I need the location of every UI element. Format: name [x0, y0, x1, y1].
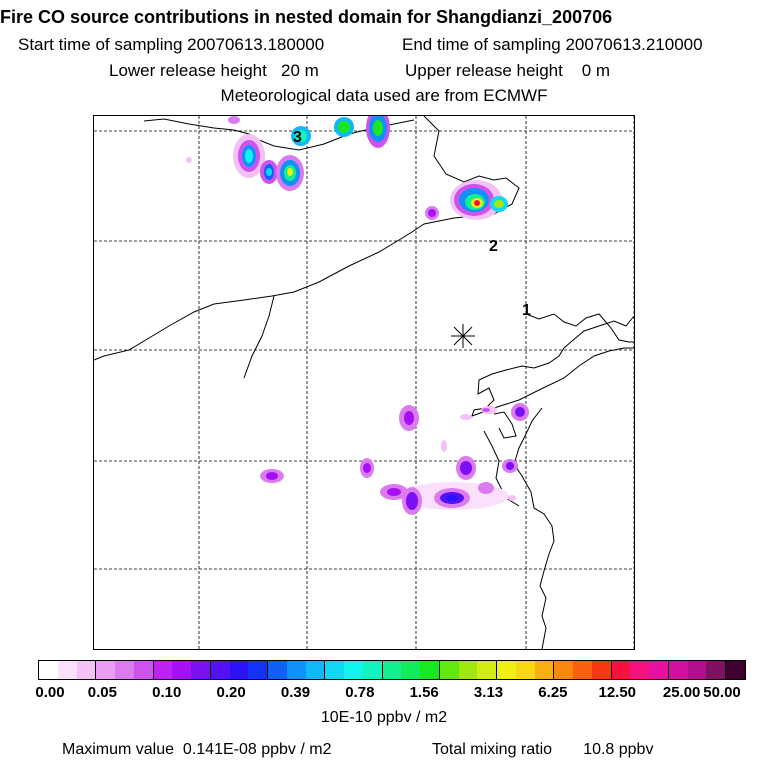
colorbar-tick-label: 0.00 — [35, 684, 65, 701]
colorbar-swatch — [115, 661, 134, 679]
colorbar-swatch — [458, 661, 478, 679]
sampling-end-time: End time of sampling 20070613.210000 — [402, 35, 703, 54]
colorbar-tick-label: 50.00 — [703, 684, 741, 701]
colorbar-swatch — [76, 661, 97, 679]
colorbar-tick-label: 25.00 — [662, 684, 701, 701]
colorbar-swatch — [286, 661, 306, 679]
lower-release-height: Lower release height 20 m — [109, 61, 319, 80]
coastlines — [94, 116, 634, 649]
colorbar-tick-label: 3.13 — [473, 684, 504, 701]
colorbar-swatch — [153, 661, 173, 679]
colorbar-units: 10E-10 ppbv / m2 — [320, 709, 448, 726]
map-svg: 1 2 3 — [94, 116, 634, 649]
maximum-value: Maximum value 0.141E-08 ppbv / m2 — [62, 741, 332, 758]
colorbar-swatch — [554, 661, 573, 679]
colorbar-swatch — [57, 661, 77, 679]
colorbar-tick-label: 0.05 — [87, 684, 117, 701]
map-gridlines — [94, 116, 634, 649]
colorbar-swatch — [706, 661, 726, 679]
colorbar-tick-label: 1.56 — [409, 684, 439, 701]
station-star-icon — [451, 324, 475, 348]
marker-1: 1 — [522, 302, 531, 319]
colorbar-swatch — [439, 661, 459, 679]
colorbar-swatch — [591, 661, 612, 679]
met-data-source: Meteorological data used are from ECMWF — [220, 86, 548, 105]
colorbar-tick-label: 12.50 — [598, 684, 637, 701]
colorbar-swatch — [401, 661, 420, 679]
colorbar-swatch — [726, 661, 745, 679]
marker-2: 2 — [489, 238, 498, 255]
colorbar-swatch — [248, 661, 268, 679]
colorbar-swatch — [477, 661, 497, 679]
colorbar-swatch — [210, 661, 230, 679]
colorbar-swatch — [268, 661, 287, 679]
colorbar-tick-label: 6.25 — [538, 684, 568, 701]
colorbar-swatch — [497, 661, 516, 679]
colorbar-swatch — [687, 661, 707, 679]
colorbar-swatch — [96, 661, 115, 679]
colorbar-swatch — [229, 661, 249, 679]
colorbar-swatch — [39, 661, 58, 679]
colorbar-swatch — [172, 661, 191, 679]
marker-3: 3 — [293, 129, 302, 146]
colorbar-tick-label: 0.10 — [152, 684, 182, 701]
colorbar-swatch — [305, 661, 326, 679]
colorbar-swatch — [630, 661, 649, 679]
colorbar-swatch — [420, 661, 440, 679]
co-plume-contours — [186, 116, 529, 515]
colorbar-swatch — [534, 661, 555, 679]
colorbar-swatch — [344, 661, 363, 679]
colorbar — [38, 660, 746, 680]
colorbar-swatch — [133, 661, 154, 679]
map-panel: 1 2 3 — [93, 115, 635, 650]
colorbar-swatch — [649, 661, 669, 679]
upper-release-height: Upper release height 0 m — [405, 61, 611, 80]
chart-title: Fire CO source contributions in nested d… — [0, 7, 613, 27]
colorbar-swatch — [362, 661, 383, 679]
colorbar-swatch — [668, 661, 688, 679]
colorbar-swatch — [611, 661, 631, 679]
colorbar-tick-label: 0.78 — [345, 684, 375, 701]
colorbar-swatch — [325, 661, 344, 679]
colorbar-tick-label: 0.20 — [216, 684, 246, 701]
colorbar-tick-label: 0.39 — [280, 684, 311, 701]
total-mixing-ratio: Total mixing ratio 10.8 ppbv — [432, 741, 654, 758]
colorbar-swatch — [382, 661, 402, 679]
colorbar-swatch — [515, 661, 535, 679]
sampling-start-time: Start time of sampling 20070613.180000 — [18, 35, 325, 54]
colorbar-swatch — [191, 661, 211, 679]
colorbar-swatch — [573, 661, 592, 679]
